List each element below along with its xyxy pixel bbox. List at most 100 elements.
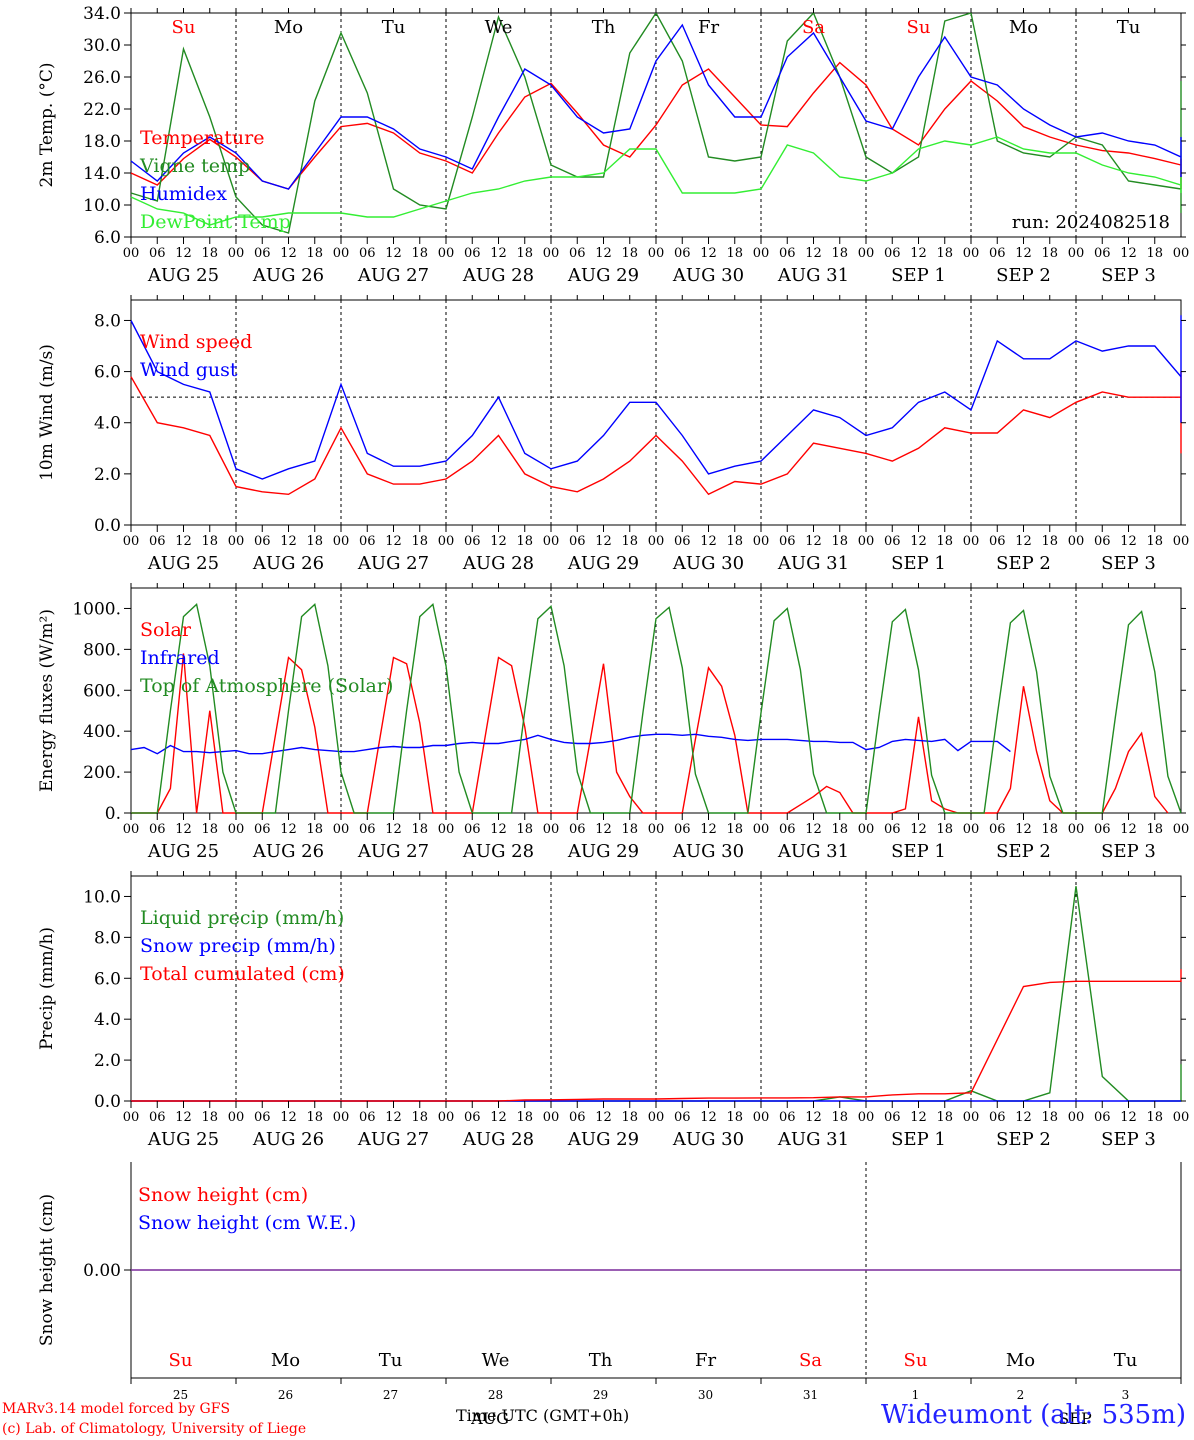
x-hour-label: 06 (674, 246, 691, 261)
x-date-label: AUG 30 (672, 265, 744, 286)
x-hour-label: 00 (123, 1110, 140, 1125)
x-hour-label: 12 (280, 246, 297, 261)
x-hour-label: 00 (648, 534, 665, 549)
x-date-label: SEP 1 (891, 553, 946, 574)
y-tick-label: 6.0 (94, 969, 121, 989)
series-line (131, 653, 1169, 814)
x-hour-label: 18 (306, 822, 323, 837)
x-hour-label: 18 (936, 822, 953, 837)
day-number-label: 29 (593, 1388, 608, 1402)
x-hour-label: 12 (1120, 534, 1137, 549)
weekday-label: We (482, 1350, 510, 1371)
x-hour-label: 18 (726, 246, 743, 261)
x-hour-label: 00 (753, 1110, 770, 1125)
x-hour-label: 00 (543, 822, 560, 837)
x-hour-label: 18 (831, 822, 848, 837)
x-hour-label: 06 (254, 822, 271, 837)
x-date-label: AUG 30 (672, 841, 744, 862)
x-hour-label: 00 (963, 246, 980, 261)
month-label: SEP (1058, 1409, 1092, 1428)
x-hour-label: 18 (831, 246, 848, 261)
x-hour-label: 12 (1015, 822, 1032, 837)
month-label: AUG (470, 1409, 509, 1428)
footer-model-text: MARv3.14 model forced by GFS (2, 1401, 231, 1417)
x-hour-label: 12 (805, 1110, 822, 1125)
x-hour-label: 12 (595, 534, 612, 549)
x-hour-label: 18 (201, 534, 218, 549)
x-date-label: AUG 31 (777, 553, 849, 574)
x-hour-label: 06 (989, 246, 1006, 261)
x-hour-label: 18 (1041, 822, 1058, 837)
x-hour-label: 00 (858, 534, 875, 549)
x-hour-label: 00 (438, 1110, 455, 1125)
x-hour-label: 00 (963, 1110, 980, 1125)
x-hour-label: 06 (359, 534, 376, 549)
x-hour-label: 00 (1068, 1110, 1085, 1125)
y-tick-label: 200. (83, 763, 121, 783)
x-date-label: SEP 3 (1101, 265, 1156, 286)
x-hour-label: 18 (936, 534, 953, 549)
y-tick-label: 0.0 (94, 516, 121, 536)
x-date-label: AUG 28 (462, 841, 534, 862)
series-line (130, 733, 1011, 755)
x-hour-label: 18 (831, 1110, 848, 1125)
y-tick-label: 2.0 (94, 465, 121, 485)
x-hour-label: 00 (963, 534, 980, 549)
x-date-label: SEP 2 (996, 265, 1051, 286)
x-hour-label: 06 (989, 534, 1006, 549)
x-hour-label: 00 (333, 822, 350, 837)
y-tick-label: 6.0 (94, 363, 121, 383)
x-hour-label: 12 (910, 246, 927, 261)
x-date-label: AUG 31 (777, 841, 849, 862)
legend-entry: Solar (140, 619, 192, 641)
x-hour-label: 12 (280, 534, 297, 549)
x-hour-label: 06 (149, 1110, 166, 1125)
weekday-label: Mo (274, 17, 303, 38)
x-hour-label: 18 (201, 246, 218, 261)
x-hour-label: 12 (280, 1110, 297, 1125)
x-date-label: AUG 26 (252, 1129, 324, 1150)
weekday-label: Su (904, 1350, 928, 1371)
x-date-label: AUG 25 (147, 1129, 219, 1150)
weekday-label: Tu (1117, 17, 1141, 38)
x-hour-label: 12 (1015, 1110, 1032, 1125)
y-tick-label: 0.0 (94, 1092, 121, 1112)
x-date-label: SEP 2 (996, 553, 1051, 574)
x-hour-label: 06 (779, 1110, 796, 1125)
x-hour-label: 12 (1120, 822, 1137, 837)
y-axis-label: Precip (mm/h) (37, 927, 57, 1050)
y-tick-label: 30.0 (83, 36, 121, 56)
x-date-label: AUG 28 (462, 553, 534, 574)
weekday-label: Sa (799, 1350, 822, 1371)
x-hour-label: 06 (149, 534, 166, 549)
x-date-label: AUG 29 (567, 553, 639, 574)
legend-entry: Temperature (140, 127, 264, 149)
x-hour-label: 12 (1120, 246, 1137, 261)
y-tick-label: 14.0 (83, 164, 121, 184)
x-hour-label: 00 (753, 534, 770, 549)
x-date-label: AUG 25 (147, 553, 219, 574)
x-hour-label: 00 (1173, 822, 1190, 837)
weekday-label: Mo (1006, 1350, 1035, 1371)
x-date-label: AUG 29 (567, 1129, 639, 1150)
legend-entry: Vigne temp (139, 155, 250, 177)
x-hour-label: 12 (175, 246, 192, 261)
x-hour-label: 06 (1094, 822, 1111, 837)
day-number-label: 26 (278, 1388, 293, 1402)
plot-frame (130, 299, 1182, 526)
x-hour-label: 06 (674, 1110, 691, 1125)
y-tick-label: 22.0 (83, 100, 121, 120)
x-date-label: AUG 29 (567, 265, 639, 286)
x-hour-label: 06 (884, 534, 901, 549)
x-hour-label: 12 (595, 246, 612, 261)
x-hour-label: 12 (805, 822, 822, 837)
weekday-label: Sa (802, 17, 825, 38)
x-hour-label: 00 (123, 246, 140, 261)
x-hour-label: 06 (674, 822, 691, 837)
legend-entry: Snow precip (mm/h) (140, 935, 336, 957)
x-hour-label: 06 (359, 1110, 376, 1125)
x-date-label: AUG 28 (462, 265, 534, 286)
run-annotation: run: 2024082518 (1012, 212, 1170, 233)
x-hour-label: 00 (1068, 822, 1085, 837)
x-hour-label: 12 (910, 822, 927, 837)
